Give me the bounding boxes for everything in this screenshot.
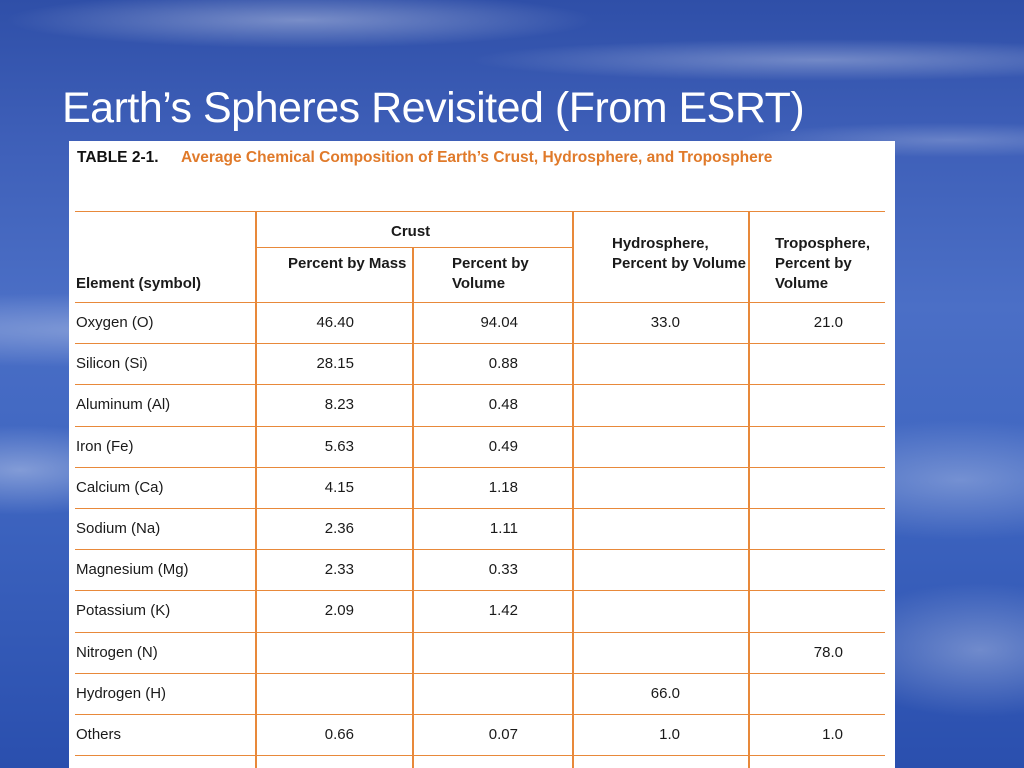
- table-caption-text: Average Chemical Composition of Earth’s …: [181, 149, 773, 166]
- cell-crust-volume: 0.49: [488, 438, 518, 455]
- cell-crust-mass: 0.66: [324, 726, 354, 743]
- cell-element: Calcium (Ca): [76, 479, 164, 496]
- rule-col-2: [412, 247, 414, 768]
- rule-crust-split: [257, 247, 572, 248]
- table-caption-label: TABLE 2-1.: [77, 149, 159, 166]
- cell-hydrosphere: 1.0: [659, 726, 680, 743]
- header-crust-mass: Percent by Mass: [288, 255, 407, 272]
- slide-title: Earth’s Spheres Revisited (From ESRT): [62, 84, 805, 132]
- rule-row: [75, 508, 885, 509]
- rule-col-1: [255, 211, 257, 768]
- header-crust-volume: Percent by Volume: [452, 255, 529, 292]
- cell-crust-volume: 94.04: [480, 314, 518, 331]
- cell-crust-volume: 1.42: [488, 602, 518, 619]
- rule-row: [75, 426, 885, 427]
- cell-crust-mass: 2.33: [324, 561, 354, 578]
- rule-row: [75, 467, 885, 468]
- rule-header-bottom: [75, 302, 885, 303]
- cell-crust-volume: 1.11: [489, 520, 518, 537]
- cell-element: Sodium (Na): [76, 520, 161, 537]
- cell-crust-mass: 46.40: [316, 314, 354, 331]
- cell-troposphere: 78.0: [813, 644, 843, 661]
- cell-crust-volume: 0.07: [488, 726, 518, 743]
- cell-crust-mass: 4.15: [324, 479, 354, 496]
- cell-element: Nitrogen (N): [76, 644, 158, 661]
- rule-row: [75, 673, 885, 674]
- cell-element: Others: [76, 726, 122, 743]
- cell-crust-mass: 28.15: [316, 355, 354, 372]
- cell-crust-mass: 2.09: [324, 602, 354, 619]
- rule-row: [75, 714, 885, 715]
- cell-crust-mass: 2.36: [324, 520, 354, 537]
- rule-row: [75, 632, 885, 633]
- cell-crust-volume: 1.18: [488, 479, 518, 496]
- rule-row: [75, 343, 885, 344]
- cell-hydrosphere: 33.0: [650, 314, 680, 331]
- rule-row: [75, 384, 885, 385]
- header-hydrosphere: Hydrosphere, Percent by Volume: [612, 235, 746, 272]
- rule-top: [75, 211, 885, 212]
- header-troposphere: Troposphere, Percent by Volume: [775, 235, 871, 292]
- rule-row: [75, 549, 885, 550]
- rule-col-4: [748, 211, 750, 768]
- header-crust: Crust: [391, 223, 431, 240]
- cell-element: Aluminum (Al): [76, 396, 171, 413]
- cell-crust-mass: 5.63: [324, 438, 354, 455]
- cell-element: Hydrogen (H): [76, 685, 167, 702]
- cell-troposphere: 21.0: [813, 314, 843, 331]
- rule-row: [75, 590, 885, 591]
- cell-element: Iron (Fe): [76, 438, 134, 455]
- cell-element: Magnesium (Mg): [76, 561, 189, 578]
- cell-hydrosphere: 66.0: [650, 685, 680, 702]
- cell-crust-mass: 8.23: [324, 396, 354, 413]
- header-element: Element (symbol): [76, 275, 202, 292]
- cell-crust-volume: 0.48: [488, 396, 518, 413]
- rule-row: [75, 755, 885, 756]
- cell-element: Potassium (K): [76, 602, 171, 619]
- cell-element: Oxygen (O): [76, 314, 154, 331]
- cell-element: Silicon (Si): [76, 355, 148, 372]
- cell-crust-volume: 0.88: [488, 355, 518, 372]
- cell-crust-volume: 0.33: [488, 561, 518, 578]
- table-sheet: TABLE 2-1. Average Chemical Composition …: [69, 141, 895, 768]
- rule-col-3: [572, 211, 574, 768]
- cell-troposphere: 1.0: [822, 726, 843, 743]
